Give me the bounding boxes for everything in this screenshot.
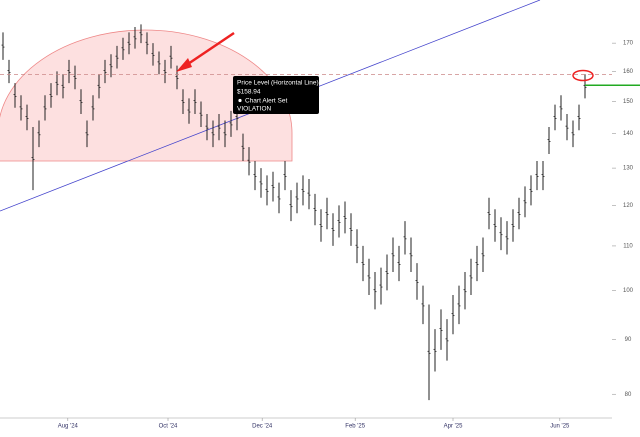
y-tick-label: 100 <box>623 288 634 294</box>
y-tick-label: 90 <box>625 337 632 343</box>
x-tick-label: Feb '25 <box>345 424 365 430</box>
arrow-head <box>176 58 192 72</box>
highlight-ellipse <box>572 69 594 82</box>
tooltip-price: $158.94 <box>237 89 261 96</box>
x-tick-label: Dec '24 <box>252 424 273 430</box>
tooltip-title: Price Level (Horizontal Line) <box>237 80 319 87</box>
y-tick-label: 160 <box>623 69 634 75</box>
y-tick-label: 140 <box>623 131 634 137</box>
y-tick-label: 150 <box>623 99 634 105</box>
y-tick-label: 110 <box>623 244 633 250</box>
x-tick-label: Jun '25 <box>550 424 570 430</box>
tooltip-status: Chart Alert Set <box>245 98 287 105</box>
y-tick-label: 80 <box>625 392 632 398</box>
y-tick-label: 170 <box>623 41 634 47</box>
tooltip-result: VIOLATION <box>237 106 271 113</box>
tooltip-bullet <box>238 98 242 103</box>
x-tick-label: Oct '24 <box>159 424 178 430</box>
tooltip-box <box>233 76 319 114</box>
x-tick-label: Apr '25 <box>444 424 463 430</box>
tooltip: Price Level (Horizontal Line) $158.94 Ch… <box>233 76 319 114</box>
y-tick-label: 120 <box>623 203 634 209</box>
x-tick-label: Aug '24 <box>58 424 79 430</box>
y-tick-label: 130 <box>623 166 634 172</box>
arrow-shaft <box>181 31 235 70</box>
